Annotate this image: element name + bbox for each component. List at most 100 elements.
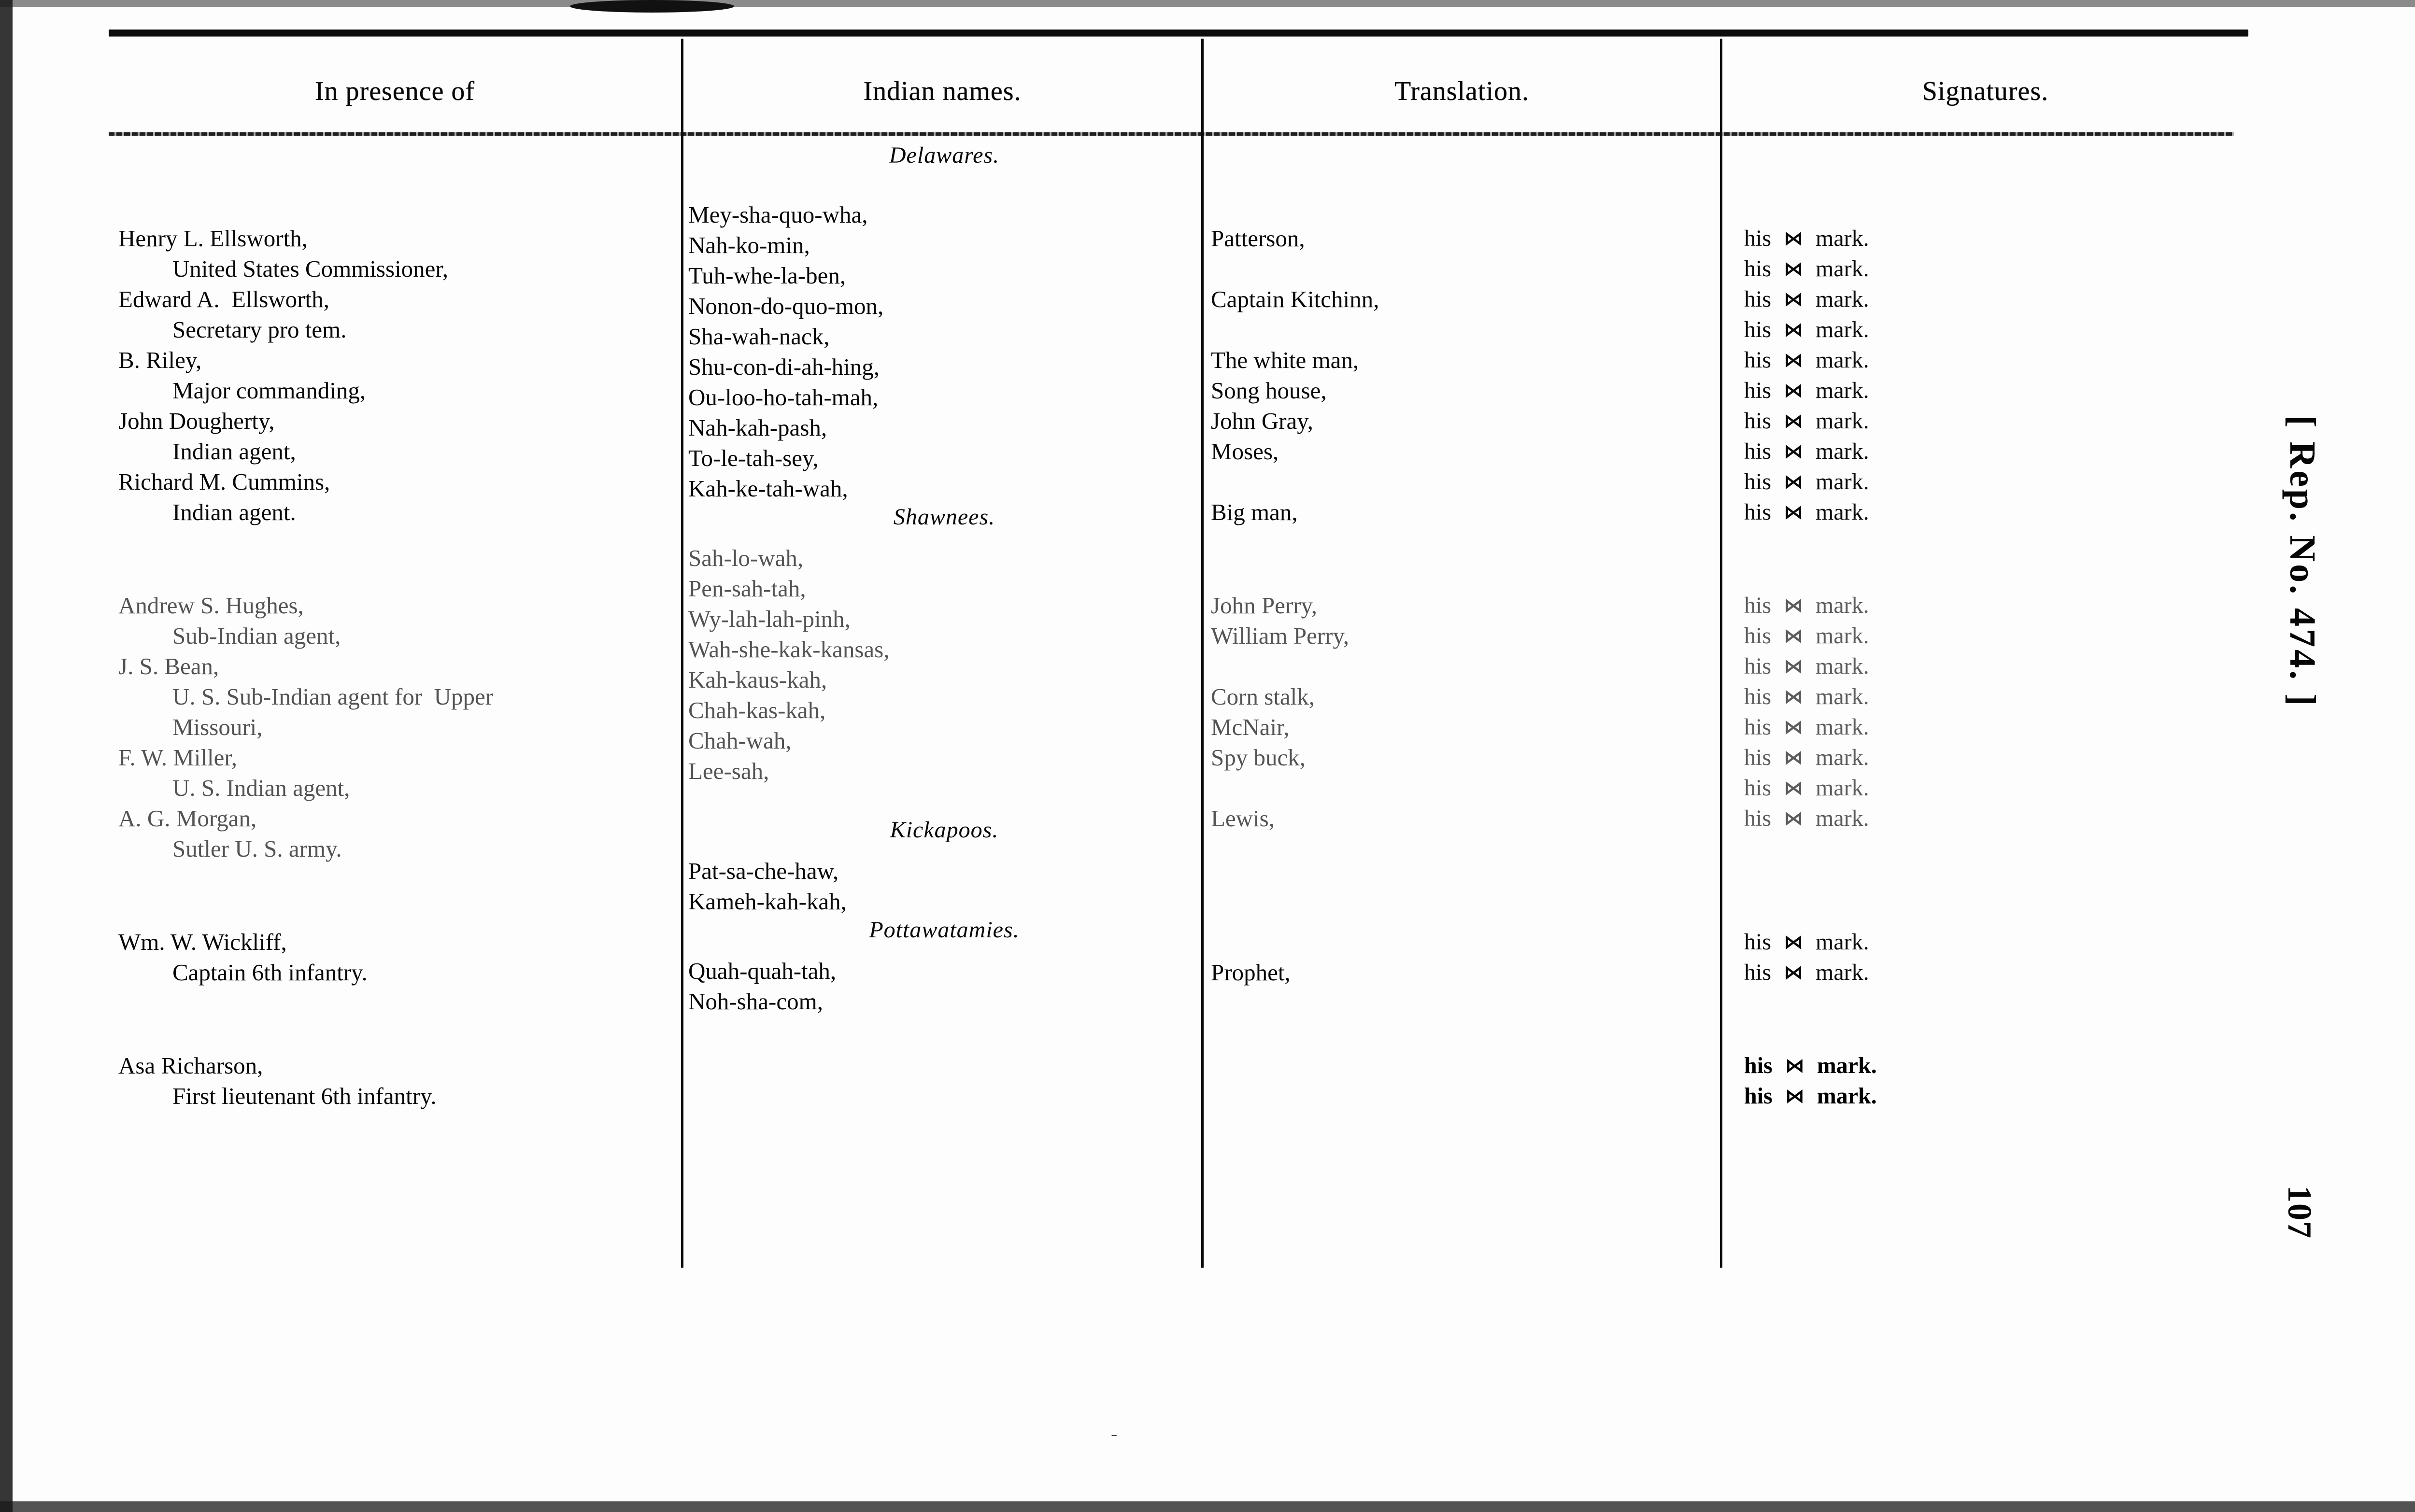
scan-edge-bottom	[0, 1501, 2415, 1512]
translation-value	[1211, 314, 1718, 345]
signature-his-label: his	[1744, 593, 1772, 618]
signature-mark: his ⋈ mark.	[1730, 651, 2246, 681]
column-divider-3	[1720, 39, 1722, 1268]
witness-line: B. Riley,	[118, 347, 202, 373]
column-body-signatures: his ⋈ mark. his ⋈ mark. his ⋈ mark. his ⋈ mark. his ⋈…	[1730, 142, 2246, 1111]
tribe-heading: Shawnees.	[893, 504, 995, 530]
scan-blotch	[570, 0, 734, 13]
signature-mark-label: mark.	[1816, 317, 1869, 342]
signature-mark: his ⋈ mark.	[1730, 254, 2246, 284]
witness-line: Andrew S. Hughes,	[118, 592, 304, 619]
indian-name: Wy-lah-lah-pinh,	[688, 606, 851, 632]
signature-x-mark-icon: ⋈	[1784, 440, 1804, 463]
signature-mark: his ⋈ mark.	[1730, 1050, 2246, 1081]
signature-x-mark-icon: ⋈	[1785, 1085, 1804, 1107]
signature-mark-label: mark.	[1816, 745, 1869, 770]
row-spacer	[1211, 527, 1718, 578]
translation-value	[1211, 773, 1718, 803]
signature-mark-label: mark.	[1816, 438, 1869, 464]
signature-his-label: his	[1744, 1053, 1773, 1078]
indian-name: Noh-sha-com,	[688, 988, 823, 1015]
translation-value: John Perry,	[1211, 592, 1318, 619]
row-spacer	[1730, 1038, 2246, 1050]
signature-mark-label: mark.	[1816, 499, 1869, 525]
signature-x-mark-icon: ⋈	[1784, 655, 1804, 678]
indian-name: Wah-she-kak-kansas,	[688, 636, 890, 663]
signature-x-mark-icon: ⋈	[1784, 686, 1804, 708]
signature-mark-label: mark.	[1816, 929, 1869, 955]
signature-mark-label: mark.	[1816, 593, 1869, 618]
witness-line: Henry L. Ellsworth,	[118, 225, 308, 252]
signature-x-mark-icon: ⋈	[1784, 349, 1804, 371]
translation-value: Big man,	[1211, 499, 1298, 525]
signature-mark: his ⋈ mark.	[1730, 742, 2246, 773]
signature-mark: his ⋈ mark.	[1730, 223, 2246, 254]
indian-name: Kah-ke-tah-wah,	[688, 475, 848, 502]
row-pad	[688, 786, 1200, 817]
column-body-translation: Patterson, Captain Kitchinn, The white m…	[1211, 142, 1718, 1111]
translation-value: Corn stalk,	[1211, 683, 1315, 710]
signature-mark: his ⋈ mark.	[1730, 314, 2246, 345]
signature-his-label: his	[1744, 623, 1772, 649]
row-pad	[1211, 834, 1718, 864]
signature-mark: his ⋈ mark.	[1730, 621, 2246, 651]
row-spacer	[118, 864, 679, 914]
translation-value	[1211, 1081, 1718, 1111]
row-spacer	[688, 843, 1200, 856]
signature-mark: his ⋈ mark.	[1730, 773, 2246, 803]
signature-mark-label: mark.	[1816, 469, 1869, 495]
row-spacer	[1211, 578, 1718, 590]
signature-x-mark-icon: ⋈	[1784, 471, 1804, 493]
row-spacer	[688, 530, 1200, 543]
witness-line: United States Commissioner,	[172, 255, 449, 282]
translation-value: The white man,	[1211, 347, 1359, 373]
translation-value: John Gray,	[1211, 408, 1313, 434]
row-spacer	[1211, 988, 1718, 1038]
scan-edge-left	[0, 0, 13, 1512]
signature-mark-label: mark.	[1816, 378, 1869, 403]
signature-mark-label: mark.	[1816, 226, 1869, 251]
translation-value	[1211, 466, 1718, 497]
signature-mark: his ⋈ mark.	[1730, 590, 2246, 621]
signature-mark-label: mark.	[1816, 347, 1869, 373]
row-spacer	[118, 527, 679, 578]
signature-his-label: his	[1744, 745, 1772, 770]
translation-value: Prophet,	[1211, 959, 1291, 986]
signature-his-label: his	[1744, 347, 1772, 373]
indian-name: Chah-kas-kah,	[688, 697, 826, 723]
indian-name: Kameh-kah-kah,	[688, 888, 847, 915]
row-spacer	[1730, 914, 2246, 927]
tribe-heading: Kickapoos.	[890, 817, 999, 843]
witness-line: Secretary pro tem.	[172, 316, 347, 343]
indian-name: Lee-sah,	[688, 758, 769, 784]
signature-mark-label: mark.	[1816, 286, 1869, 312]
signature-x-mark-icon: ⋈	[1785, 1055, 1804, 1077]
signature-x-mark-icon: ⋈	[1784, 288, 1804, 311]
signature-mark: his ⋈ mark.	[1730, 345, 2246, 375]
row-spacer	[688, 943, 1200, 956]
signature-his-label: his	[1744, 438, 1772, 464]
witness-line: Richard M. Cummins,	[118, 468, 330, 495]
signature-his-label: his	[1744, 684, 1772, 709]
witness-line: First lieutenant 6th infantry.	[172, 1083, 437, 1109]
translation-value: Patterson,	[1211, 225, 1305, 252]
witness-line: Captain 6th infantry.	[172, 959, 368, 986]
indian-name: Chah-wah,	[688, 727, 792, 754]
signature-x-mark-icon: ⋈	[1784, 258, 1804, 280]
row-spacer	[118, 578, 679, 590]
signature-mark: his ⋈ mark.	[1730, 927, 2246, 957]
row-spacer	[1730, 864, 2246, 914]
signature-x-mark-icon: ⋈	[1784, 625, 1804, 647]
tribe-heading: Pottawatamies.	[869, 917, 1020, 943]
signature-x-mark-icon: ⋈	[1784, 931, 1804, 953]
signature-his-label: his	[1744, 317, 1772, 342]
signature-his-label: his	[1744, 653, 1772, 679]
row-spacer	[1211, 1038, 1718, 1050]
indian-name: Nah-ko-min,	[688, 232, 810, 258]
translation-value	[1211, 254, 1718, 284]
signature-his-label: his	[1744, 499, 1772, 525]
signature-mark: his ⋈ mark.	[1730, 284, 2246, 314]
translation-value: Song house,	[1211, 377, 1327, 404]
row-spacer	[1730, 527, 2246, 578]
translation-value	[1211, 927, 1718, 957]
